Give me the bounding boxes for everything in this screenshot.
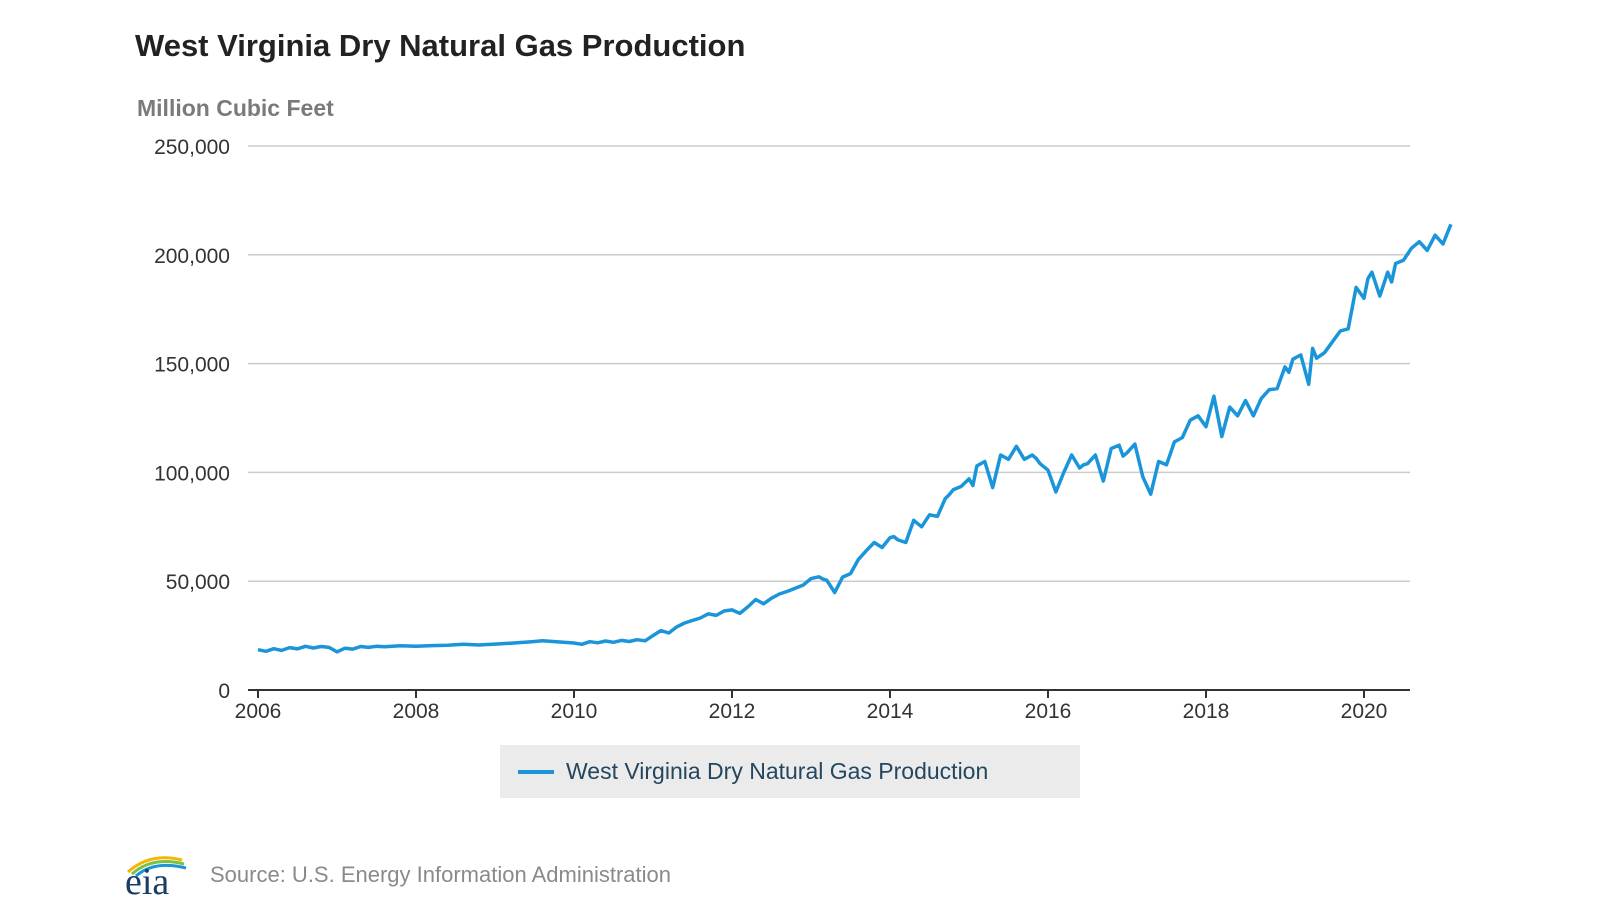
x-tick-label: 2006 (235, 700, 282, 723)
y-tick-label: 150,000 (154, 354, 230, 377)
series-line[interactable] (257, 223, 1453, 654)
y-tick-label: 250,000 (154, 136, 230, 159)
x-tick-label: 2014 (867, 700, 914, 723)
eia-logo-arc-icon (126, 856, 187, 878)
y-tick-label: 0 (218, 680, 230, 703)
legend-swatch (518, 769, 554, 774)
chart-title: West Virginia Dry Natural Gas Production (135, 28, 746, 63)
x-tick-label: 2010 (551, 700, 598, 723)
x-axis-ticks: 2006 2008 2010 2012 2014 2016 2018 2020 (235, 690, 1388, 723)
x-tick-label: 2008 (393, 700, 440, 723)
y-axis-ticks: 0 50,000 100,000 150,000 200,000 250,000 (154, 136, 230, 703)
x-tick-label: 2016 (1025, 700, 1072, 723)
y-tick-label: 200,000 (154, 245, 230, 268)
line-chart: 0 50,000 100,000 150,000 200,000 250,000 2006… (154, 136, 1453, 723)
legend[interactable]: West Virginia Dry Natural Gas Production (500, 745, 1080, 798)
eia-logo[interactable]: eia (120, 850, 195, 903)
y-tick-label: 100,000 (154, 462, 230, 485)
source-text: Source: U.S. Energy Information Administ… (210, 862, 671, 887)
y-axis-unit-label: Million Cubic Feet (137, 95, 334, 121)
eia-logo-text: eia (125, 861, 170, 903)
gridlines (248, 145, 1410, 582)
x-tick-label: 2020 (1341, 700, 1388, 723)
x-tick-label: 2018 (1183, 700, 1230, 723)
series-layer (257, 223, 1453, 654)
footer: eia Source: U.S. Energy Information Admi… (120, 850, 671, 903)
legend-label: West Virginia Dry Natural Gas Production (566, 758, 989, 784)
y-tick-label: 50,000 (166, 571, 230, 594)
x-tick-label: 2012 (709, 700, 756, 723)
